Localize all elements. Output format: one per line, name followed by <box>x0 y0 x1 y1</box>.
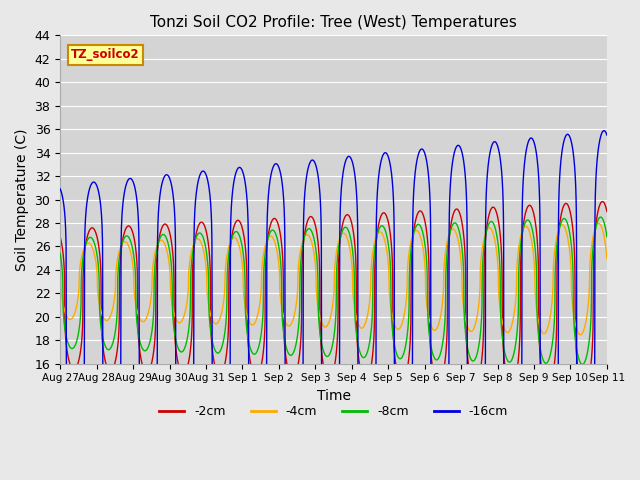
-4cm <box>313 296 321 302</box>
-8cm <box>456 232 464 238</box>
-4cm <box>426 318 433 324</box>
-2cm <box>580 386 588 392</box>
-16cm <box>603 131 611 136</box>
-2cm <box>56 234 64 240</box>
-8cm <box>56 251 64 256</box>
-16cm <box>582 464 589 469</box>
-16cm <box>313 167 321 173</box>
-4cm <box>577 332 584 337</box>
-16cm <box>487 145 495 151</box>
-16cm <box>600 128 608 133</box>
-2cm <box>456 211 464 217</box>
Legend: -2cm, -4cm, -8cm, -16cm: -2cm, -4cm, -8cm, -16cm <box>154 400 513 423</box>
-2cm <box>487 206 495 212</box>
-16cm <box>456 144 464 150</box>
-4cm <box>56 265 64 271</box>
-16cm <box>154 210 162 216</box>
-4cm <box>603 256 611 262</box>
-2cm <box>603 206 611 212</box>
Line: -2cm: -2cm <box>60 202 607 389</box>
-8cm <box>579 361 586 367</box>
-8cm <box>154 240 162 246</box>
Line: -8cm: -8cm <box>60 217 607 364</box>
-8cm <box>313 257 321 263</box>
-8cm <box>487 218 495 224</box>
-16cm <box>426 190 433 195</box>
-8cm <box>426 335 433 341</box>
-2cm <box>313 231 321 237</box>
Line: -4cm: -4cm <box>60 223 607 335</box>
-16cm <box>56 186 64 192</box>
-2cm <box>603 209 611 215</box>
-4cm <box>456 248 464 253</box>
-16cm <box>603 132 611 138</box>
Text: TZ_soilco2: TZ_soilco2 <box>71 48 140 61</box>
-2cm <box>154 240 162 246</box>
-8cm <box>603 234 611 240</box>
-2cm <box>426 331 433 337</box>
Y-axis label: Soil Temperature (C): Soil Temperature (C) <box>15 128 29 271</box>
-2cm <box>598 199 606 204</box>
-8cm <box>603 230 611 236</box>
Line: -16cm: -16cm <box>60 131 607 467</box>
-4cm <box>487 226 495 231</box>
-8cm <box>596 214 604 220</box>
Title: Tonzi Soil CO2 Profile: Tree (West) Temperatures: Tonzi Soil CO2 Profile: Tree (West) Temp… <box>150 15 517 30</box>
-4cm <box>595 220 602 226</box>
-4cm <box>154 240 162 246</box>
-4cm <box>603 250 611 256</box>
X-axis label: Time: Time <box>317 389 351 403</box>
